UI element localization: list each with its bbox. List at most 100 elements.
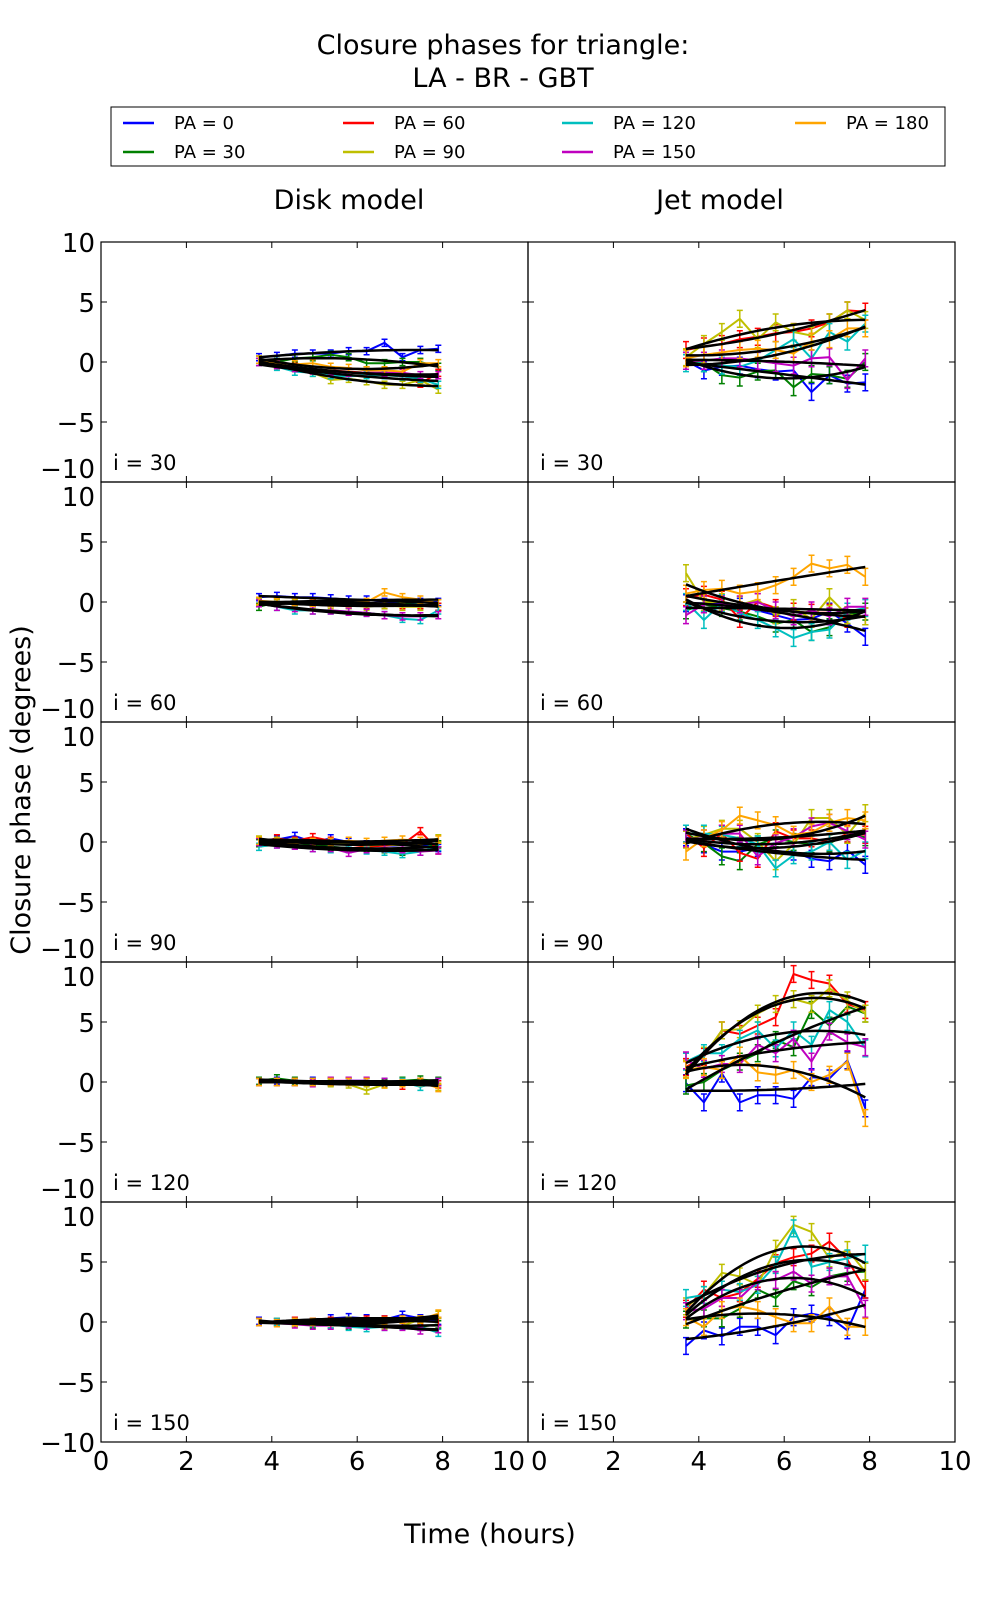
error-bar xyxy=(826,1297,833,1316)
error-bar xyxy=(700,610,707,630)
legend-label: PA = 90 xyxy=(394,142,465,163)
x-axis-label: Time (hours) xyxy=(403,1519,576,1550)
panel-frame xyxy=(527,1201,956,1443)
plot-area xyxy=(255,588,442,625)
y-tick-label: −10 xyxy=(40,1429,95,1459)
error-bar xyxy=(808,382,815,402)
column-header-jet: Jet model xyxy=(654,185,784,216)
error-bar xyxy=(381,588,388,597)
panel-frame xyxy=(100,241,529,483)
plot-area xyxy=(682,964,869,1128)
model-curve xyxy=(685,1245,866,1314)
error-bar xyxy=(862,1108,869,1128)
error-bar xyxy=(862,811,869,830)
error-bar xyxy=(808,554,815,573)
error-bar xyxy=(862,1038,869,1057)
model-curve xyxy=(685,358,866,380)
model-curve xyxy=(258,602,439,618)
error-bar xyxy=(790,1219,797,1238)
plot-area xyxy=(682,1215,869,1356)
error-bar xyxy=(417,826,424,836)
error-bar xyxy=(790,628,797,648)
panel-inclination-label: i = 90 xyxy=(540,931,604,955)
error-bar xyxy=(808,970,815,990)
model-curve xyxy=(258,838,439,844)
panel-inclination-label: i = 60 xyxy=(540,691,604,715)
error-bar xyxy=(435,610,442,620)
error-bar xyxy=(363,1086,370,1095)
model-curve xyxy=(685,1029,866,1065)
model-curve xyxy=(685,829,866,841)
model-curve xyxy=(685,1303,866,1341)
model-curve xyxy=(686,358,866,368)
panel-jet-row-4: i = 120 xyxy=(527,961,956,1203)
error-bar xyxy=(862,1299,869,1318)
panel-inclination-label: i = 150 xyxy=(113,1411,190,1435)
error-bar xyxy=(790,964,797,984)
error-bar xyxy=(381,338,388,348)
y-axis-label: Closure phase (degrees) xyxy=(6,625,37,955)
plot-area xyxy=(255,826,442,859)
model-curve xyxy=(686,606,866,612)
y-tick-label: −5 xyxy=(57,1129,95,1159)
model-curve xyxy=(685,601,866,633)
x-tick-label: 8 xyxy=(861,1447,878,1477)
y-tick-label: −5 xyxy=(57,1369,95,1399)
error-bar xyxy=(844,1317,851,1336)
y-tick-label: 0 xyxy=(78,829,95,859)
model-curve xyxy=(685,308,866,351)
error-bar xyxy=(862,567,869,586)
y-tick-label: −5 xyxy=(57,649,95,679)
model-curve xyxy=(685,830,866,846)
error-bar xyxy=(862,627,869,646)
model-curve xyxy=(685,1312,866,1329)
model-curve xyxy=(685,361,866,386)
panel-disk-row-1: i = 30 10 5 0 −5 −10 xyxy=(40,229,529,485)
y-tick-label: 10 xyxy=(62,1203,95,1233)
error-bar xyxy=(736,309,743,328)
plot-area xyxy=(682,301,869,402)
panels: i = 30 10 5 0 −5 −10 i = 60 10 5 0 −5 −10 i = 90 10 5 0… xyxy=(40,229,971,1477)
error-bar xyxy=(700,1093,707,1112)
y-tick-label: −10 xyxy=(40,1175,95,1205)
model-curve xyxy=(685,1063,866,1099)
panel-inclination-label: i = 30 xyxy=(540,451,604,475)
y-tick-label: 5 xyxy=(78,1009,95,1039)
y-tick-label: 0 xyxy=(78,589,95,619)
y-tick-label: 10 xyxy=(62,723,95,753)
error-bar xyxy=(682,1336,689,1356)
error-bar xyxy=(790,378,797,397)
plot-area xyxy=(255,1074,442,1095)
x-tick-label: 0 xyxy=(531,1447,548,1477)
model-curve xyxy=(685,831,866,850)
y-tick-label: 5 xyxy=(78,1249,95,1279)
panel-inclination-label: i = 30 xyxy=(113,451,177,475)
y-tick-label: 10 xyxy=(62,229,95,259)
model-curve xyxy=(685,1006,866,1091)
plot-area xyxy=(255,338,442,394)
model-curve xyxy=(685,598,866,630)
error-bar xyxy=(844,1012,851,1032)
x-tick-label: 0 xyxy=(93,1447,110,1477)
model-curve xyxy=(258,361,439,376)
legend-label: PA = 0 xyxy=(174,113,234,134)
model-curve xyxy=(258,363,439,383)
model-curve xyxy=(685,996,866,1072)
y-tick-label: 0 xyxy=(78,349,95,379)
x-tick-label: 2 xyxy=(178,1447,195,1477)
model-curve xyxy=(685,820,866,845)
model-curve xyxy=(258,841,439,852)
error-bar xyxy=(754,1063,761,1082)
plot-area xyxy=(682,554,869,648)
error-bar xyxy=(844,1052,851,1071)
panel-inclination-label: i = 120 xyxy=(113,1171,190,1195)
panel-inclination-label: i = 120 xyxy=(540,1171,617,1195)
y-tick-label: 5 xyxy=(78,769,95,799)
legend-label: PA = 120 xyxy=(613,113,696,134)
y-tick-label: 10 xyxy=(62,963,95,993)
legend-label: PA = 30 xyxy=(174,142,245,163)
x-tick-label: 4 xyxy=(264,1447,281,1477)
error-bar xyxy=(682,564,689,583)
error-bar xyxy=(808,1052,815,1071)
